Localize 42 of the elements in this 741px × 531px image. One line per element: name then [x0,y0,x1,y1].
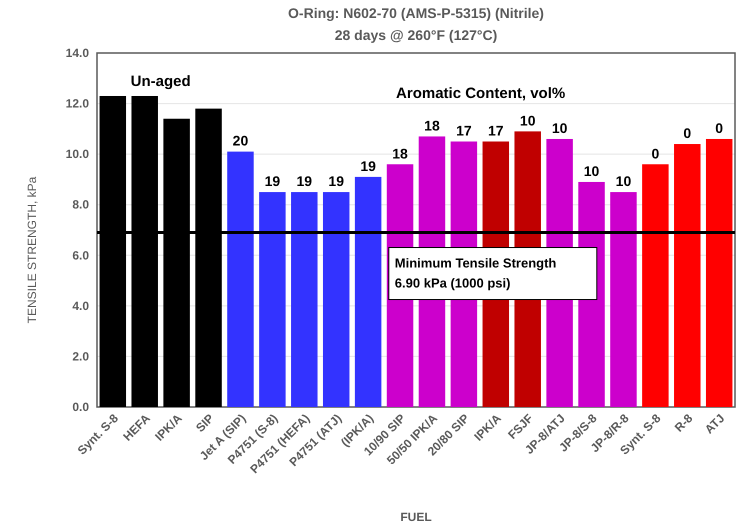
annotation: 0 [683,125,692,142]
annotation: 0 [715,120,724,136]
y-tick-label: 0.0 [72,400,90,414]
y-tick-label: 6.0 [72,248,90,262]
ref-line-label: Minimum Tensile Strength 6.90 kPa (1000 psi) [394,256,556,291]
y-tick-label: 4.0 [72,298,90,313]
bar [291,192,318,407]
y-tick-label: 14.0 [66,46,90,60]
annotation: 10 [520,112,536,128]
bar [642,164,669,407]
chart-subtitle: 28 days @ 260°F (127°C) [334,27,498,43]
bar [227,152,254,407]
annotation: 18 [392,145,408,162]
y-tick-label: 8.0 [72,198,90,212]
bar [706,138,732,407]
annotation: Aromatic Content, vol% [396,85,566,102]
bar [354,176,382,407]
y-tick-label: 12.0 [66,96,90,111]
annotation: 19 [360,158,376,174]
x-axis-title: FUEL [400,510,432,524]
bar [610,192,637,407]
annotation: 20 [232,132,248,149]
annotation: 17 [488,122,504,138]
y-tick-label: 2.0 [72,349,90,364]
y-tick-label: 10.0 [66,147,90,162]
y-axis-title: TENSILE STRENGTH, kPa [25,176,39,324]
bar [259,192,286,407]
annotation: 17 [456,122,472,138]
x-tick-label: R-8 [672,410,696,435]
x-tick-label: SIP [193,411,217,435]
annotation: 18 [424,117,440,134]
annotation: 19 [328,173,344,190]
annotation: 10 [616,173,632,190]
annotation: 10 [584,162,600,179]
annotation: 19 [264,173,280,190]
annotation: 0 [651,145,660,162]
chart-title: O-Ring: N602-70 (AMS-P-5315) (Nitrile) [288,5,544,21]
bar [674,144,701,407]
annotation: 10 [552,120,568,136]
bar [322,192,350,407]
annotation: Un-aged [130,73,191,90]
annotation: 19 [296,173,312,190]
